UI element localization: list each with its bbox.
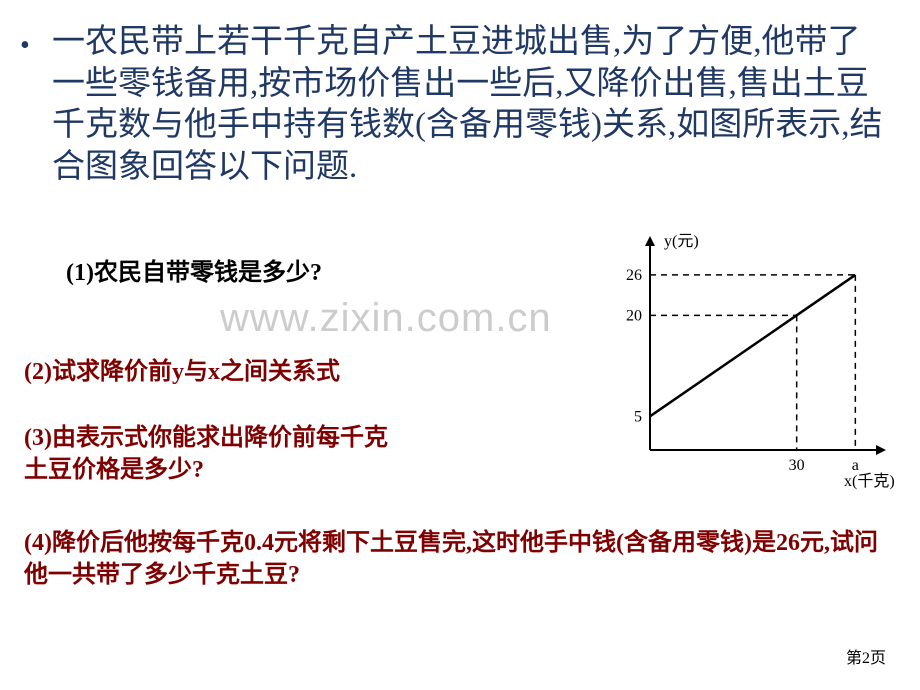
question-1: (1)农民自带零钱是多少?: [66, 252, 322, 287]
svg-text:26: 26: [626, 267, 642, 284]
q3-line2: 土豆价格是多少?: [24, 457, 204, 483]
chart-svg: 5 20 26 30 a y(元) x(千克): [600, 230, 900, 490]
page-number: 第2页: [846, 644, 886, 668]
svg-text:30: 30: [789, 457, 805, 474]
question-2: (2)试求降价前y与x之间关系式: [24, 351, 340, 386]
svg-text:5: 5: [634, 408, 642, 425]
problem-statement: 一农民带上若干千克自产土豆进城出售,为了方便,他带了一些零钱备用,按市场价售出一…: [52, 22, 892, 188]
question-3: (3)由表示式你能求出降价前每千克 土豆价格是多少?: [24, 422, 388, 487]
svg-text:a: a: [852, 457, 859, 474]
bullet-marker: •: [20, 30, 30, 62]
question-4: (4)降价后他按每千克0.4元将剩下土豆售完,这时他手中钱(含备用零钱)是26元…: [24, 527, 894, 592]
q3-line1: (3)由表示式你能求出降价前每千克: [24, 425, 388, 451]
svg-text:x(千克): x(千克): [844, 472, 895, 490]
svg-text:y(元): y(元): [664, 233, 699, 250]
svg-text:20: 20: [626, 307, 642, 324]
watermark-text: www.zixin.com.cn: [220, 296, 552, 341]
